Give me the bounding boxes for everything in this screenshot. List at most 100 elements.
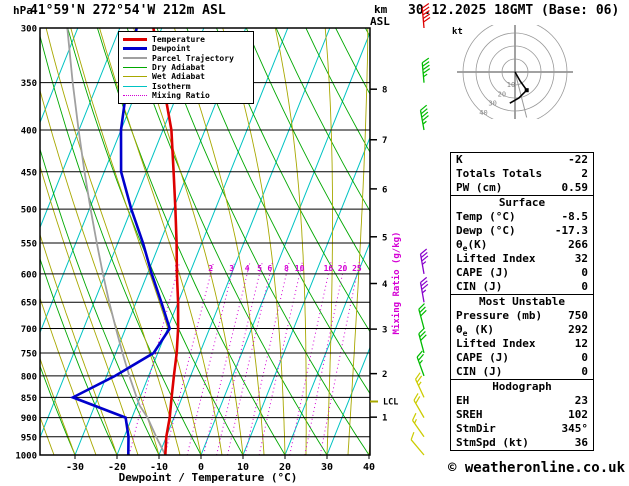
temperature-axis: -30 -20 -10 0 10 20 30 40 Dewpoint / Temperature…: [66, 455, 375, 484]
stats-value: 102: [568, 408, 588, 421]
temp-tick-label: 0: [198, 462, 204, 473]
isotherm-line: [158, 28, 331, 455]
stats-row: K -22: [451, 153, 593, 167]
hodograph-ring: [501, 58, 529, 86]
parcel-trajectory-curve: [66, 28, 167, 455]
wind-barb: [410, 431, 425, 456]
wind-barb: [421, 3, 431, 29]
stats-label: Pressure (mb): [456, 309, 543, 322]
mixing-ratio-value-label: 4: [245, 264, 250, 273]
pressure-tick-label: 900: [21, 414, 37, 424]
datetime-title: 30.12.2025 18GMT (Base: 06): [408, 3, 620, 18]
legend-item: Temperature: [123, 35, 249, 44]
stats-value: 32: [574, 252, 588, 265]
stats-label: Temp (°C): [456, 210, 516, 223]
wind-barb: [419, 276, 429, 303]
wet-adiabat-line: [274, 28, 307, 455]
wind-barbs-group: [410, 3, 431, 456]
hodograph-dot: [524, 88, 529, 93]
stats-row: EH 23: [451, 394, 593, 408]
isotherm-line: [284, 241, 370, 455]
pressure-tick-label: 600: [21, 270, 37, 280]
stats-label: StmDir: [456, 422, 496, 435]
stats-value: 2: [581, 167, 588, 180]
altitude-axis-unit-km: km: [374, 3, 388, 16]
wet-adiabat-line: [40, 296, 97, 455]
temp-tick-label: 10: [237, 462, 249, 473]
pressure-tick-label: 650: [21, 299, 37, 309]
isotherm-line: [40, 28, 79, 124]
hodograph-ring: [475, 32, 555, 112]
legend-item: Wet Adiabat: [123, 72, 249, 81]
stats-row: Lifted Index 32: [451, 252, 593, 266]
pressure-tick-label: 850: [21, 394, 37, 404]
storm-motion-vector: [514, 71, 528, 118]
pressure-tick-label: 950: [21, 433, 37, 443]
km-axis: 8 7 6 5 4 3 2 1: [370, 86, 388, 424]
km-tick-label: 8: [382, 86, 387, 96]
wind-barb: [411, 412, 425, 438]
legend-line-sample: [123, 85, 147, 87]
isotherm-line: [40, 28, 121, 229]
stats-label: Dewp (°C): [456, 224, 516, 237]
mixing-ratio-axis-label: Mixing Ratio (g/kg): [391, 232, 402, 335]
stats-panel: K -22 Totals Totals 2 PW (cm) 0.59 Surface Temp…: [450, 152, 594, 451]
stats-value: 36: [574, 436, 588, 449]
stats-row: StmSpd (kt) 36: [451, 436, 593, 450]
hodograph-ring-label: 10: [507, 81, 515, 89]
stats-value: 0: [581, 365, 588, 378]
altitude-axis-unit-asl: ASL: [370, 15, 390, 28]
wind-barb: [413, 393, 425, 418]
dry-adiabat-line: [305, 28, 370, 154]
km-tick-label: 2: [382, 370, 387, 380]
legend-line-sample: [123, 38, 147, 42]
temp-tick-label: -20: [108, 462, 126, 473]
legend-line-sample: [123, 67, 147, 69]
mixing-ratio-value-label: 5: [257, 264, 262, 273]
legend-item: Dry Adiabat: [123, 63, 249, 72]
mixing-ratio-group: [128, 261, 360, 455]
legend-item: Isotherm: [123, 81, 249, 91]
stats-label: CIN (J): [456, 280, 503, 293]
stats-row: CIN (J) 0: [451, 280, 593, 294]
stats-row: CAPE (J) 0: [451, 266, 593, 280]
stats-value: 23: [574, 394, 588, 407]
pressure-tick-label: 800: [21, 372, 37, 382]
stats-value: -8.5: [561, 210, 589, 223]
lcl-label: LCL: [383, 398, 398, 408]
pressure-tick-label: 500: [21, 206, 37, 216]
watermark: © weatheronline.co.uk: [448, 460, 626, 476]
legend-item-label: Parcel Trajectory: [152, 53, 234, 63]
stats-section-title: Surface: [451, 195, 593, 210]
stats-label: K: [456, 153, 463, 166]
hodograph-unit-label: kt: [452, 27, 463, 37]
stats-row: StmDir 345°: [451, 422, 593, 436]
legend-item-label: Dry Adiabat: [152, 63, 205, 73]
wind-barb: [414, 372, 425, 398]
wind-barb: [416, 350, 425, 377]
temp-tick-label: -10: [150, 462, 168, 473]
temp-tick-label: 30: [321, 462, 333, 473]
km-tick-label: 4: [382, 280, 388, 290]
legend-line-sample: [123, 94, 147, 96]
stats-row: Pressure (mb) 750: [451, 309, 593, 323]
mixing-ratio-value-label: 8: [284, 264, 289, 273]
temp-tick-label: -30: [66, 462, 84, 473]
temp-tick-label: 20: [279, 462, 291, 473]
legend-item: Parcel Trajectory: [123, 54, 249, 63]
hodograph-ring: [488, 45, 542, 99]
stats-row: CAPE (J) 0: [451, 351, 593, 365]
mixing-ratio-value-label: 3: [229, 264, 234, 273]
dry-adiabat-line: [275, 28, 370, 212]
wind-barb: [418, 327, 427, 354]
wind-barb: [418, 303, 427, 329]
stats-row: θe (K) 292: [451, 323, 593, 338]
stats-label: Lifted Index: [456, 337, 536, 350]
sounding-profiles: [66, 28, 180, 455]
km-tick-label: 7: [382, 136, 387, 146]
legend-item-label: Dewpoint: [152, 44, 191, 54]
wind-barb: [419, 248, 429, 274]
stats-value: 12: [574, 337, 588, 350]
